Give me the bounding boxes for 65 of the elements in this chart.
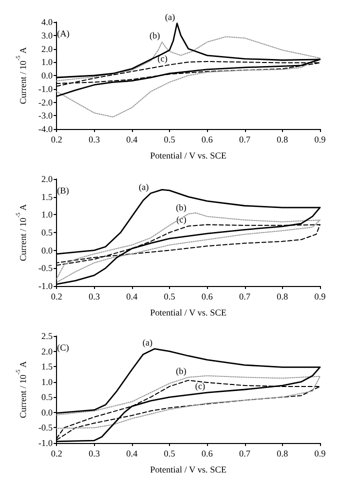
y-tick-label: 0.0 [41,245,54,256]
x-tick-label: 0.2 [51,448,62,458]
y-tick-label: 0.5 [41,228,54,238]
y-tick-label: 2.0 [41,174,54,184]
y-tick-label: 1.5 [41,362,54,372]
y-tick-label: 2.0 [41,346,54,356]
x-tick-label: 0.2 [51,292,62,302]
y-tick-label: 2.0 [41,44,54,54]
y-tick-label: 0.0 [41,70,54,80]
x-tick-label: 0.8 [276,134,289,144]
x-axis-title: Potential / V vs. SCE [150,464,228,474]
line-series [56,375,320,429]
x-axis-title: Potential / V vs. SCE [150,308,228,318]
annotation: (c) [195,381,206,392]
annotation: (a) [165,12,176,22]
annotation: (a) [138,182,149,192]
x-tick-label: 0.3 [88,448,100,458]
annotation: (c) [158,53,168,64]
y-tick-label: -0.5 [38,263,54,274]
y-tick-label: -3.0 [38,110,54,121]
annotation: (c) [176,214,186,225]
x-tick-label: 0.7 [239,448,251,458]
text: (A) [57,28,70,38]
y-tick-label: 1.5 [41,192,54,202]
x-tick-label: 0.8 [276,292,289,302]
y-tick-label: 2.5 [41,331,54,341]
x-tick-label: 0.3 [88,134,100,144]
x-tick-label: 0.7 [239,134,251,144]
y-tick-label: -1.0 [38,84,54,94]
y-tick-label: 3.0 [41,30,54,40]
x-tick-label: 0.4 [126,292,138,302]
x-axis-title: Potential / V vs. SCE [150,150,228,160]
annotation: (a) [142,337,152,348]
annotation: (b) [149,30,160,41]
y-tick-label: 4.0 [41,17,54,27]
x-tick-label: 0.5 [164,292,176,302]
y-tick-label: -2.0 [38,97,54,108]
y-tick-label: -1.0 [38,281,54,291]
text: (B) [57,186,69,196]
x-tick-label: 0.9 [314,134,326,144]
x-tick-label: 0.7 [239,292,251,302]
x-tick-label: 0.6 [202,292,214,302]
y-tick-label: 1.0 [41,376,54,387]
y-tick-label: -1.0 [38,438,54,448]
y-tick-label: 0.5 [41,392,54,402]
x-tick-label: 0.2 [51,134,62,144]
line-series [56,212,320,283]
x-tick-label: 0.4 [126,448,138,458]
y-tick-label: 1.0 [41,210,54,220]
x-tick-label: 0.3 [88,292,100,302]
y-tick-label: 1.0 [41,57,54,68]
x-tick-label: 0.8 [276,448,289,458]
y-tick-label: 0.0 [41,407,54,418]
x-tick-label: 0.4 [126,134,138,144]
y-tick-label: -4.0 [38,124,54,134]
text: (C) [57,342,69,352]
y-tick-label: -0.5 [38,422,54,433]
annotation: (b) [176,366,186,376]
annotation: (b) [176,202,186,212]
x-tick-label: 0.5 [164,134,176,144]
x-tick-label: 0.9 [314,292,326,302]
x-tick-label: 0.5 [164,448,176,458]
x-tick-label: 0.6 [202,448,214,458]
x-tick-label: 0.9 [314,448,326,458]
x-tick-label: 0.6 [202,134,214,144]
